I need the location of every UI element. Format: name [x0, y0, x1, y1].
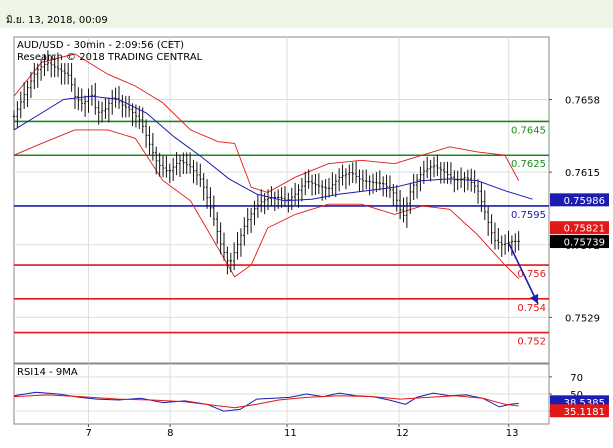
level-label: 0.754: [517, 303, 546, 314]
chart-area: 0.7645 0.7625 0.7595 0.756 0.754 0.752 0.7658…: [12, 36, 609, 439]
rsi-lines: [13, 391, 519, 412]
y-tick-label: 0.7529: [565, 313, 600, 324]
rsi-grid: [14, 364, 549, 424]
support-resistance-levels: 0.7645 0.7625 0.7595 0.756 0.754 0.752: [14, 120, 549, 348]
level-label: 0.7595: [511, 210, 546, 221]
rsi-tick-label: 70: [570, 373, 583, 384]
main-grid: [14, 37, 549, 363]
x-tick-label: 13: [506, 428, 519, 439]
y-tick-label: 0.7615: [565, 168, 600, 179]
x-tick-label: 7: [85, 428, 91, 439]
price-badge-label: 0.75821: [564, 224, 605, 235]
level-label: 0.756: [517, 269, 546, 280]
x-tick-label: 8: [167, 428, 173, 439]
rsi-badge-label: 38.5385: [564, 398, 605, 409]
chart-subtitle: Research © 2018 TRADING CENTRAL: [17, 52, 203, 63]
rsi-badge: [550, 404, 609, 418]
bollinger-bands: [13, 53, 520, 279]
rsi-title: RSI14 - 9MA: [17, 367, 78, 378]
band-upper: [13, 53, 520, 193]
price-badge: [550, 235, 609, 249]
level-label: 0.752: [517, 337, 546, 348]
y-tick-label: 0.7658: [565, 95, 600, 106]
price-badge-label: 0.75739: [564, 238, 605, 249]
level-label: 0.7645: [511, 125, 546, 136]
time-axis: 7 8 11 12 13: [85, 424, 518, 439]
forecast-arrow-line: [508, 242, 539, 305]
rsi-badge-label: 35.1181: [564, 407, 605, 418]
forecast-arrow-head: [530, 293, 539, 304]
x-tick-label: 12: [396, 428, 409, 439]
level-label: 0.7625: [511, 159, 546, 170]
price-badge: [550, 221, 609, 235]
candlesticks: [12, 50, 520, 275]
band-lower: [13, 129, 520, 279]
rsi-series-line: [13, 394, 519, 409]
price-badge-label: 0.75986: [564, 196, 605, 207]
top-bar: มิ.ย. 13, 2018, 00:09: [0, 0, 613, 28]
timestamp: มิ.ย. 13, 2018, 00:09: [6, 15, 108, 26]
price-badge: [550, 193, 609, 207]
ma-line: [13, 95, 533, 202]
price-badges: 0.75986 0.75821 0.75739: [550, 193, 609, 249]
forecast-arrow: [508, 242, 539, 305]
moving-average: [13, 95, 533, 202]
x-tick-label: 11: [284, 428, 297, 439]
chart-title: AUD/USD - 30min - 2:09:56 (CET): [17, 40, 184, 51]
